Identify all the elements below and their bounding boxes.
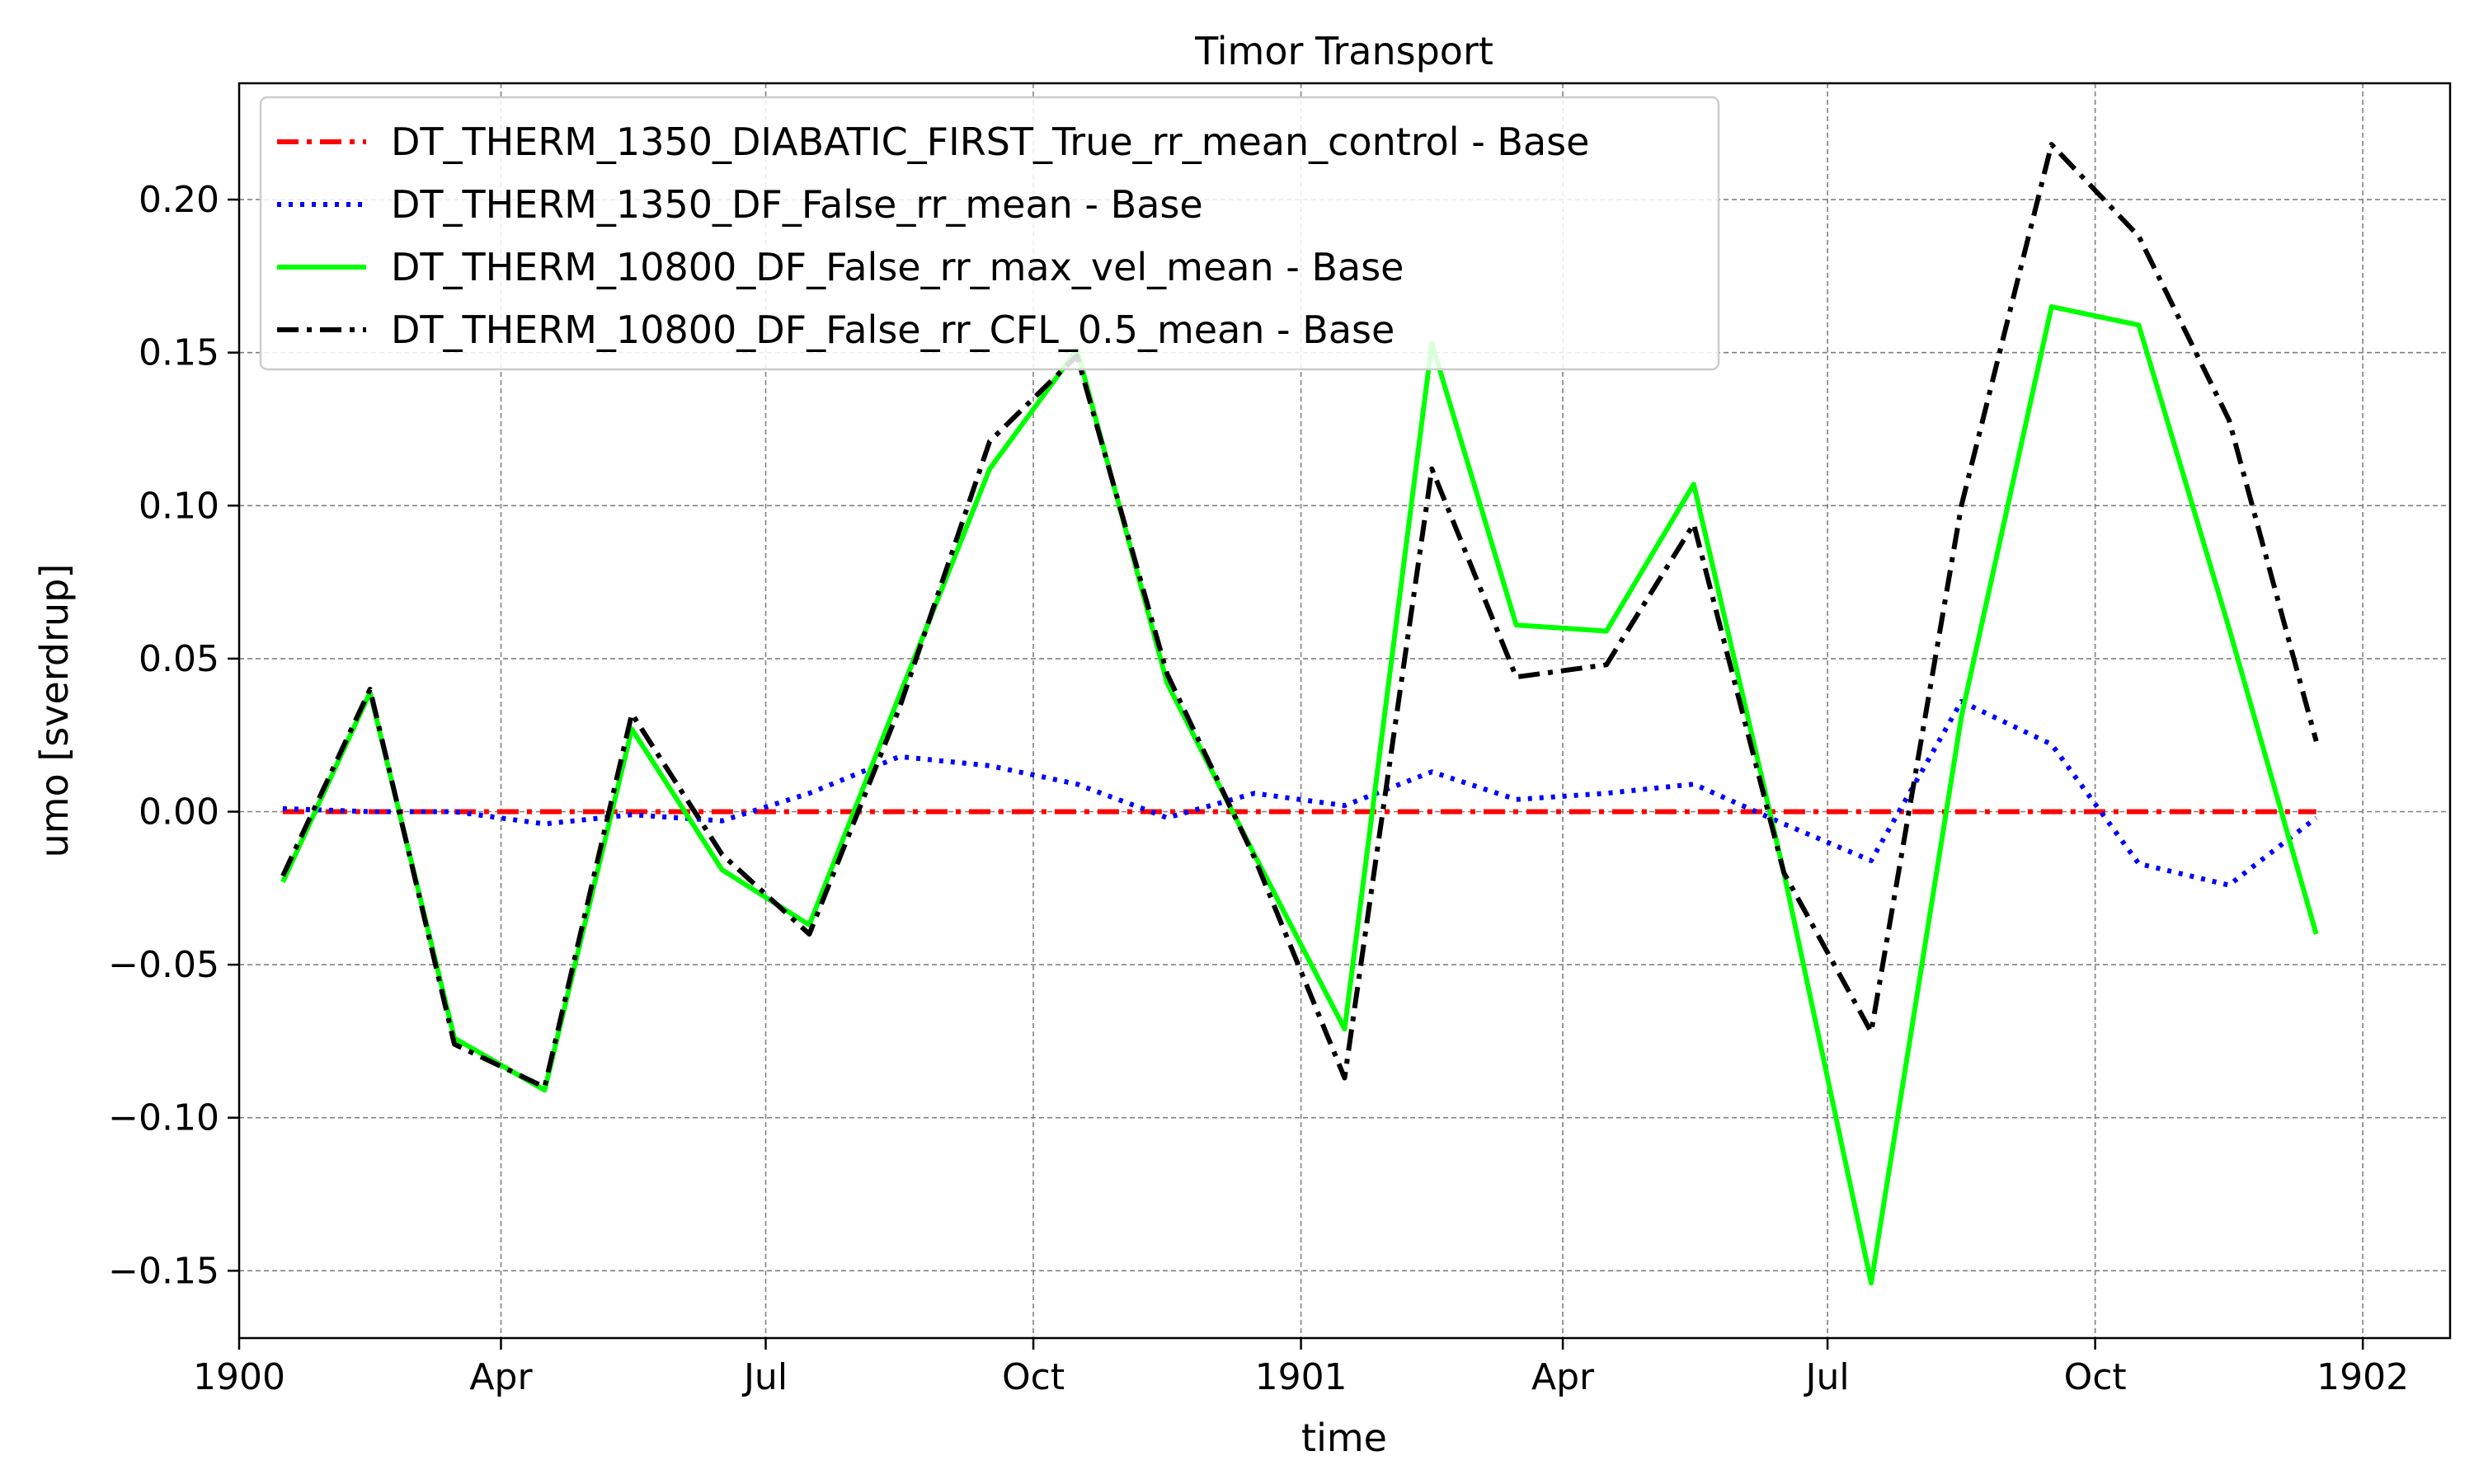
data-point xyxy=(1344,805,1345,806)
data-point xyxy=(1693,484,1694,485)
data-point xyxy=(369,811,370,812)
data-point xyxy=(2138,236,2139,237)
y-axis-label: umo [sverdrup] xyxy=(32,564,77,858)
data-point xyxy=(1254,857,1255,858)
legend: DT_THERM_1350_DIABATIC_FIRST_True_rr_mea… xyxy=(261,97,1719,369)
data-point xyxy=(282,811,283,812)
data-point xyxy=(1871,811,1872,812)
data-point xyxy=(2051,811,2052,812)
data-point xyxy=(1167,817,1168,818)
data-point xyxy=(1871,1283,1872,1284)
x-tick-label: 1901 xyxy=(1255,1356,1348,1398)
data-point xyxy=(282,808,283,809)
data-point xyxy=(1961,811,1962,812)
data-point xyxy=(369,689,370,690)
data-point xyxy=(1516,625,1517,626)
x-tick-label: Jul xyxy=(741,1356,788,1398)
x-tick-label: Oct xyxy=(1002,1356,1065,1398)
x-tick-label: Apr xyxy=(1531,1356,1595,1398)
data-point xyxy=(544,811,545,812)
y-tick-label: −0.10 xyxy=(108,1097,219,1139)
x-tick-label: 1902 xyxy=(2316,1356,2409,1398)
y-tick-label: 0.05 xyxy=(139,638,219,680)
data-point xyxy=(1516,799,1517,800)
data-point xyxy=(899,695,900,696)
data-point xyxy=(632,713,633,714)
data-point xyxy=(1606,631,1607,632)
data-point xyxy=(899,707,900,708)
y-tick-label: 0.20 xyxy=(139,179,219,221)
data-point xyxy=(1516,811,1517,812)
data-point xyxy=(899,811,900,812)
data-point xyxy=(454,1044,455,1045)
data-point xyxy=(1516,677,1517,678)
data-point xyxy=(1961,505,1962,506)
y-tick-label: 0.15 xyxy=(139,332,219,374)
data-point xyxy=(1254,811,1255,812)
data-point xyxy=(1606,811,1607,812)
legend-label: DT_THERM_10800_DF_False_rr_max_vel_mean … xyxy=(391,245,1404,289)
data-point xyxy=(1344,811,1345,812)
data-point xyxy=(2051,307,2052,308)
data-point xyxy=(1784,872,1785,873)
data-point xyxy=(2051,144,2052,145)
y-tick-label: −0.15 xyxy=(108,1250,219,1292)
x-axis-label: time xyxy=(1301,1416,1387,1460)
data-point xyxy=(1693,784,1694,785)
y-tick-label: 0.00 xyxy=(139,791,219,834)
data-point xyxy=(1606,793,1607,794)
data-point xyxy=(632,729,633,730)
data-point xyxy=(1871,860,1872,861)
data-point xyxy=(1784,811,1785,812)
data-point xyxy=(809,924,810,925)
data-point xyxy=(809,934,810,935)
legend-label: DT_THERM_10800_DF_False_rr_CFL_0.5_mean … xyxy=(391,308,1395,352)
data-point xyxy=(809,811,810,812)
data-point xyxy=(632,811,633,812)
y-tick-label: −0.05 xyxy=(108,944,219,986)
legend-label: DT_THERM_1350_DIABATIC_FIRST_True_rr_mea… xyxy=(391,120,1589,164)
chart-title: Timor Transport xyxy=(1194,29,1493,73)
data-point xyxy=(2228,627,2229,628)
data-point xyxy=(1961,716,1962,717)
y-tick-label: 0.10 xyxy=(139,485,219,527)
data-point xyxy=(1077,784,1078,785)
x-tick-label: Oct xyxy=(2064,1356,2127,1398)
data-point xyxy=(2228,811,2229,812)
data-point xyxy=(454,811,455,812)
data-point xyxy=(1167,811,1168,812)
data-point xyxy=(1961,701,1962,702)
data-point xyxy=(1693,811,1694,812)
data-point xyxy=(1344,1029,1345,1030)
data-point xyxy=(809,793,810,794)
data-point xyxy=(2138,863,2139,864)
x-tick-label: Jul xyxy=(1804,1356,1850,1398)
data-point xyxy=(544,1090,545,1091)
data-point xyxy=(1254,793,1255,794)
data-point xyxy=(282,881,283,882)
data-point xyxy=(2138,811,2139,812)
data-point xyxy=(2138,325,2139,326)
x-tick-label: 1900 xyxy=(193,1356,285,1398)
data-point xyxy=(1871,1031,1872,1032)
data-point xyxy=(899,756,900,757)
legend-label: DT_THERM_1350_DF_False_rr_mean - Base xyxy=(391,182,1203,227)
x-tick-label: Apr xyxy=(469,1356,533,1398)
data-point xyxy=(1077,811,1078,812)
